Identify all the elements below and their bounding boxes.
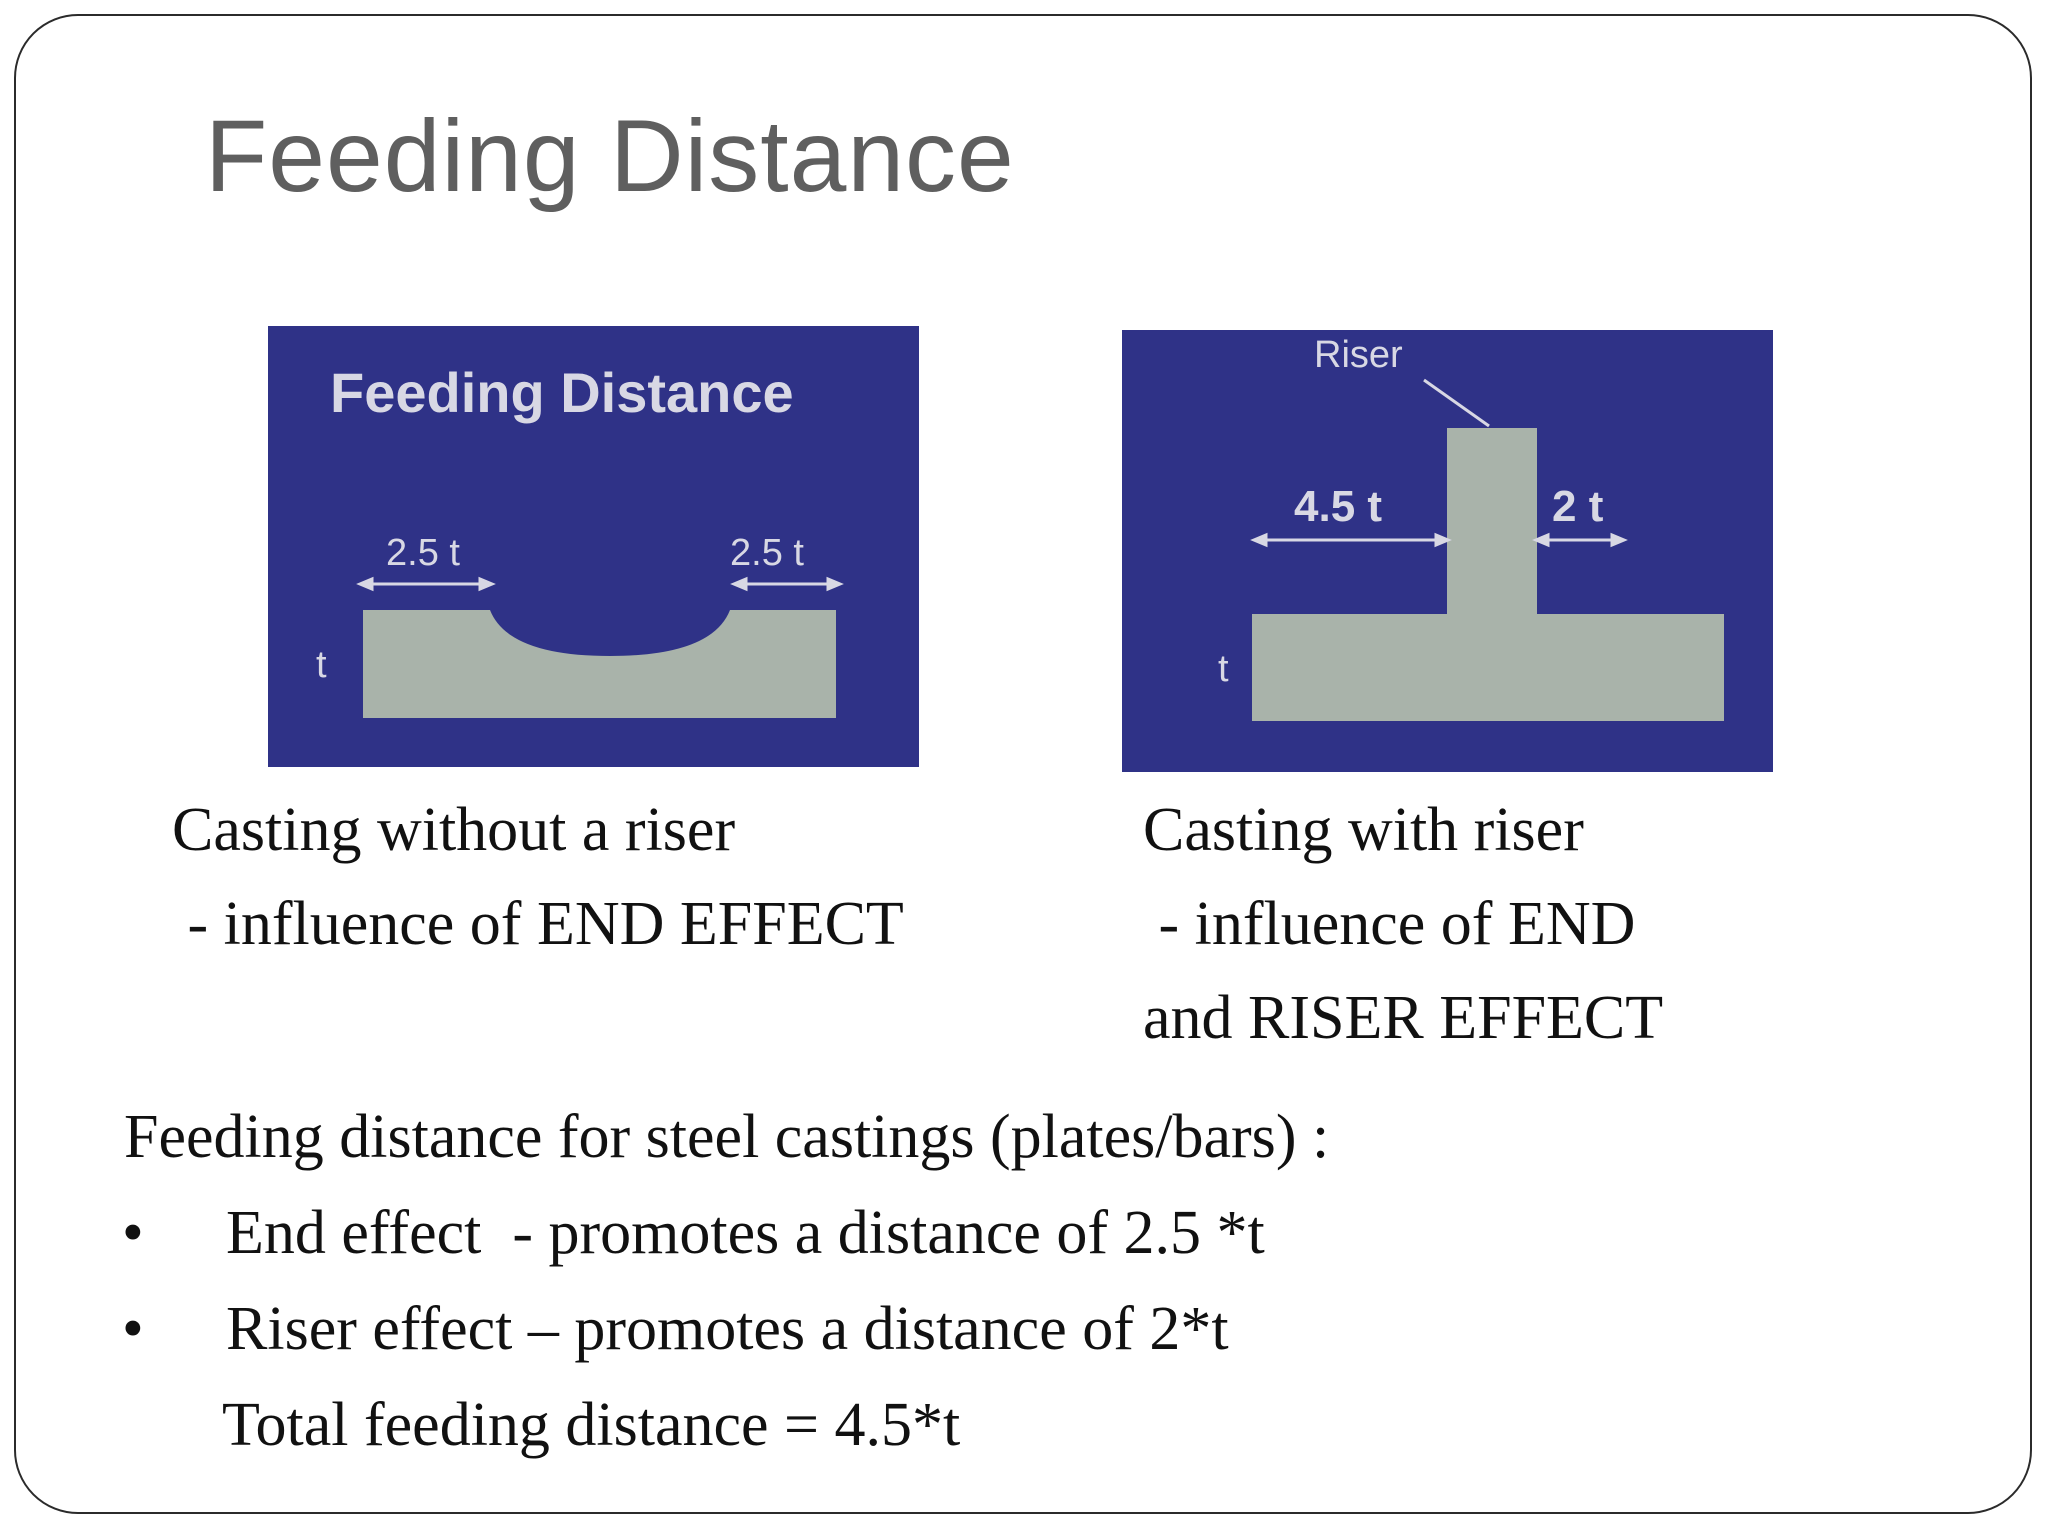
caption-left: Casting without a riser - influence of E… — [172, 783, 904, 971]
casting-plate — [363, 610, 836, 718]
figure-title: Feeding Distance — [330, 361, 794, 424]
label-riser-effect-right: 2 t — [1552, 482, 1604, 531]
body-intro: Feeding distance for steel castings (pla… — [124, 1103, 1330, 1171]
caption-right-line1: Casting with riser — [1143, 796, 1584, 864]
caption-right-line3: and RISER EFFECT — [1143, 984, 1664, 1052]
figure-casting-with-riser: Riser 4.5 t 2 t t — [1122, 330, 1773, 772]
riser-pointer — [1423, 378, 1490, 428]
caption-left-line2: - influence of END EFFECT — [172, 890, 904, 958]
bullet-marker: • — [122, 1295, 144, 1363]
caption-right-line2: - influence of END — [1143, 890, 1636, 958]
label-end-left: 2.5 t — [386, 532, 460, 574]
figure-casting-without-riser: Feeding Distance 2.5 t 2.5 t t — [268, 326, 919, 767]
casting-plate — [1252, 614, 1724, 721]
bullet-end-effect: End effect - promotes a distance of 2.5 … — [226, 1199, 1265, 1267]
total-feeding-distance: Total feeding distance = 4.5*t — [222, 1391, 961, 1459]
bullet-riser-effect: Riser effect – promotes a distance of 2*… — [226, 1295, 1229, 1363]
label-riser: Riser — [1314, 334, 1403, 376]
casting-diagram — [356, 576, 844, 718]
riser-block — [1447, 428, 1537, 616]
casting-diagram — [1250, 378, 1724, 721]
caption-left-line1: Casting without a riser — [172, 796, 736, 864]
label-thickness: t — [1218, 648, 1229, 690]
bullet-marker: • — [122, 1199, 144, 1267]
label-end-right: 2.5 t — [730, 532, 804, 574]
label-thickness: t — [316, 644, 327, 686]
slide-title: Feeding Distance — [205, 99, 1015, 213]
label-riser-effect-left: 4.5 t — [1294, 482, 1383, 531]
caption-right: Casting with riser - influence of END an… — [1143, 783, 1663, 1065]
